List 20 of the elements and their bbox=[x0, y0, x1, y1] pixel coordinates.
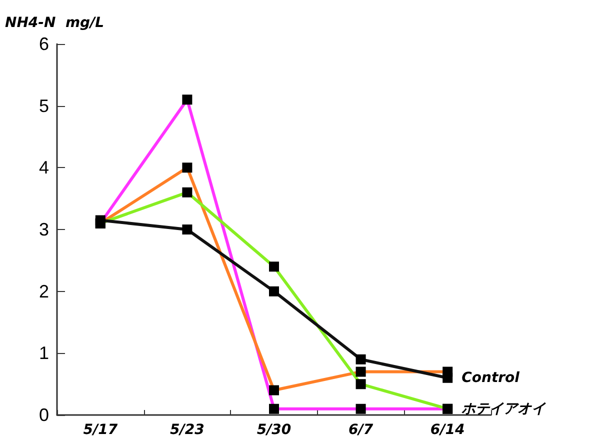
y-tick-label: 6 bbox=[38, 34, 49, 54]
x-tick-label: 6/7 bbox=[348, 422, 374, 438]
series-label: ホテイアオイ bbox=[462, 400, 547, 417]
x-tick-label: 6/14 bbox=[430, 422, 465, 438]
y-tick-label: 4 bbox=[38, 158, 49, 178]
x-tick-label: 5/23 bbox=[170, 422, 204, 438]
point bbox=[356, 354, 366, 364]
y-tick-label: 1 bbox=[38, 343, 49, 364]
point bbox=[269, 286, 279, 296]
x-tick-label: 5/30 bbox=[256, 422, 292, 438]
point bbox=[182, 224, 192, 234]
point bbox=[442, 372, 453, 383]
series-label: Control bbox=[462, 370, 520, 386]
y-axis-title: NH4-N mg/L bbox=[5, 15, 104, 31]
y-tick-label: 5 bbox=[38, 96, 49, 116]
y-tick-label: 2 bbox=[38, 281, 49, 302]
y-tick-label: 0 bbox=[38, 405, 49, 425]
x-tick-label: 5/17 bbox=[83, 422, 118, 438]
y-tick-label: 3 bbox=[38, 220, 49, 240]
point bbox=[95, 215, 106, 226]
